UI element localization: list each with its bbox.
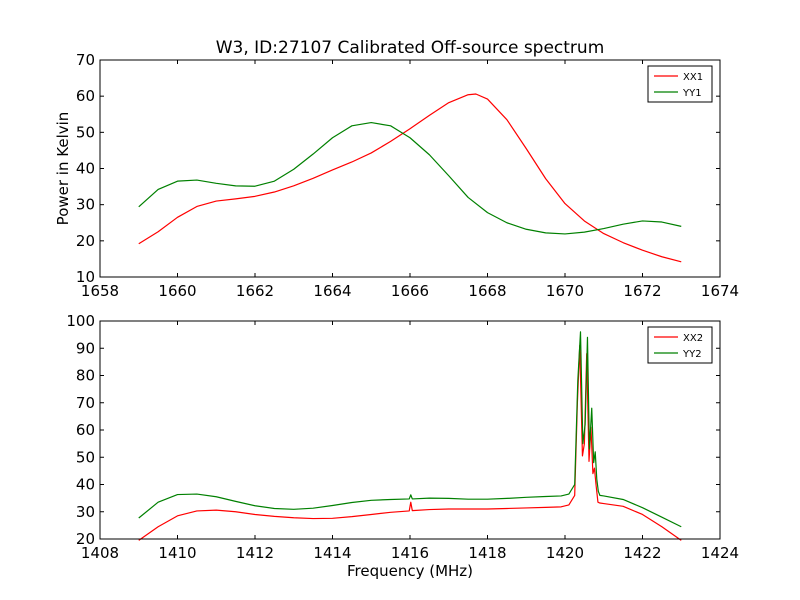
y-tick-label: 70 xyxy=(76,51,95,69)
bottom-spectrum-plot: 1408 1410 1412 1414 1416 1418 1420 1422 1424 20 30… xyxy=(66,312,739,580)
y-tick-label: 100 xyxy=(66,312,95,330)
series-line-xx1 xyxy=(138,93,682,263)
y-tick-label: 10 xyxy=(76,268,95,286)
y-tick-label: 50 xyxy=(76,448,95,466)
x-tick-label: 1670 xyxy=(546,282,584,300)
legend-box xyxy=(647,326,713,364)
y-tick-label: 20 xyxy=(76,530,95,548)
legend-label-yy2: YY2 xyxy=(682,349,702,360)
x-tick-label: 1418 xyxy=(468,544,506,562)
y-tick-label: 20 xyxy=(76,232,95,250)
y-tick-label: 60 xyxy=(76,87,95,105)
series-line-yy1 xyxy=(138,121,682,235)
x-tick-label: 1408 xyxy=(81,544,119,562)
x-tick-label: 1660 xyxy=(158,282,196,300)
x-tick-label: 1664 xyxy=(313,282,351,300)
x-tick-label: 1416 xyxy=(391,544,429,562)
legend-box xyxy=(647,65,713,103)
x-tick-label: 1414 xyxy=(313,544,351,562)
y-tick-label: 50 xyxy=(76,123,95,141)
x-tick-label: 1672 xyxy=(623,282,661,300)
y-tick-label: 70 xyxy=(76,394,95,412)
x-tick-label: 1674 xyxy=(701,282,739,300)
x-tick-label: 1668 xyxy=(468,282,506,300)
x-axis-label: Frequency (MHz) xyxy=(347,562,473,580)
y-tick-label: 30 xyxy=(76,196,95,214)
x-tick-label: 1420 xyxy=(546,544,584,562)
legend-label-xx2: XX2 xyxy=(683,333,703,344)
x-tick-label: 1424 xyxy=(701,544,739,562)
legend-label-yy1: YY1 xyxy=(682,88,702,99)
series-line-yy2 xyxy=(138,331,682,528)
x-tick-label: 1412 xyxy=(236,544,274,562)
x-tick-label: 1658 xyxy=(81,282,119,300)
y-axis-label: Power in Kelvin xyxy=(54,112,72,226)
legend-label-xx1: XX1 xyxy=(683,72,703,83)
y-tick-label: 60 xyxy=(76,421,95,439)
y-tick-label: 40 xyxy=(76,476,95,494)
x-tick-label: 1666 xyxy=(391,282,429,300)
x-tick-label: 1662 xyxy=(236,282,274,300)
y-tick-label: 80 xyxy=(76,367,95,385)
x-tick-label: 1422 xyxy=(623,544,661,562)
chart-title: W3, ID:27107 Calibrated Off-source spect… xyxy=(216,38,605,58)
y-tick-label: 30 xyxy=(76,503,95,521)
x-tick-label: 1410 xyxy=(158,544,196,562)
y-tick-label: 40 xyxy=(76,160,95,178)
top-spectrum-plot: 1658 1660 1662 1664 1666 1668 1670 1672 1674 10 20… xyxy=(54,51,739,300)
series-line-xx2 xyxy=(138,344,682,541)
y-tick-label: 90 xyxy=(76,339,95,357)
